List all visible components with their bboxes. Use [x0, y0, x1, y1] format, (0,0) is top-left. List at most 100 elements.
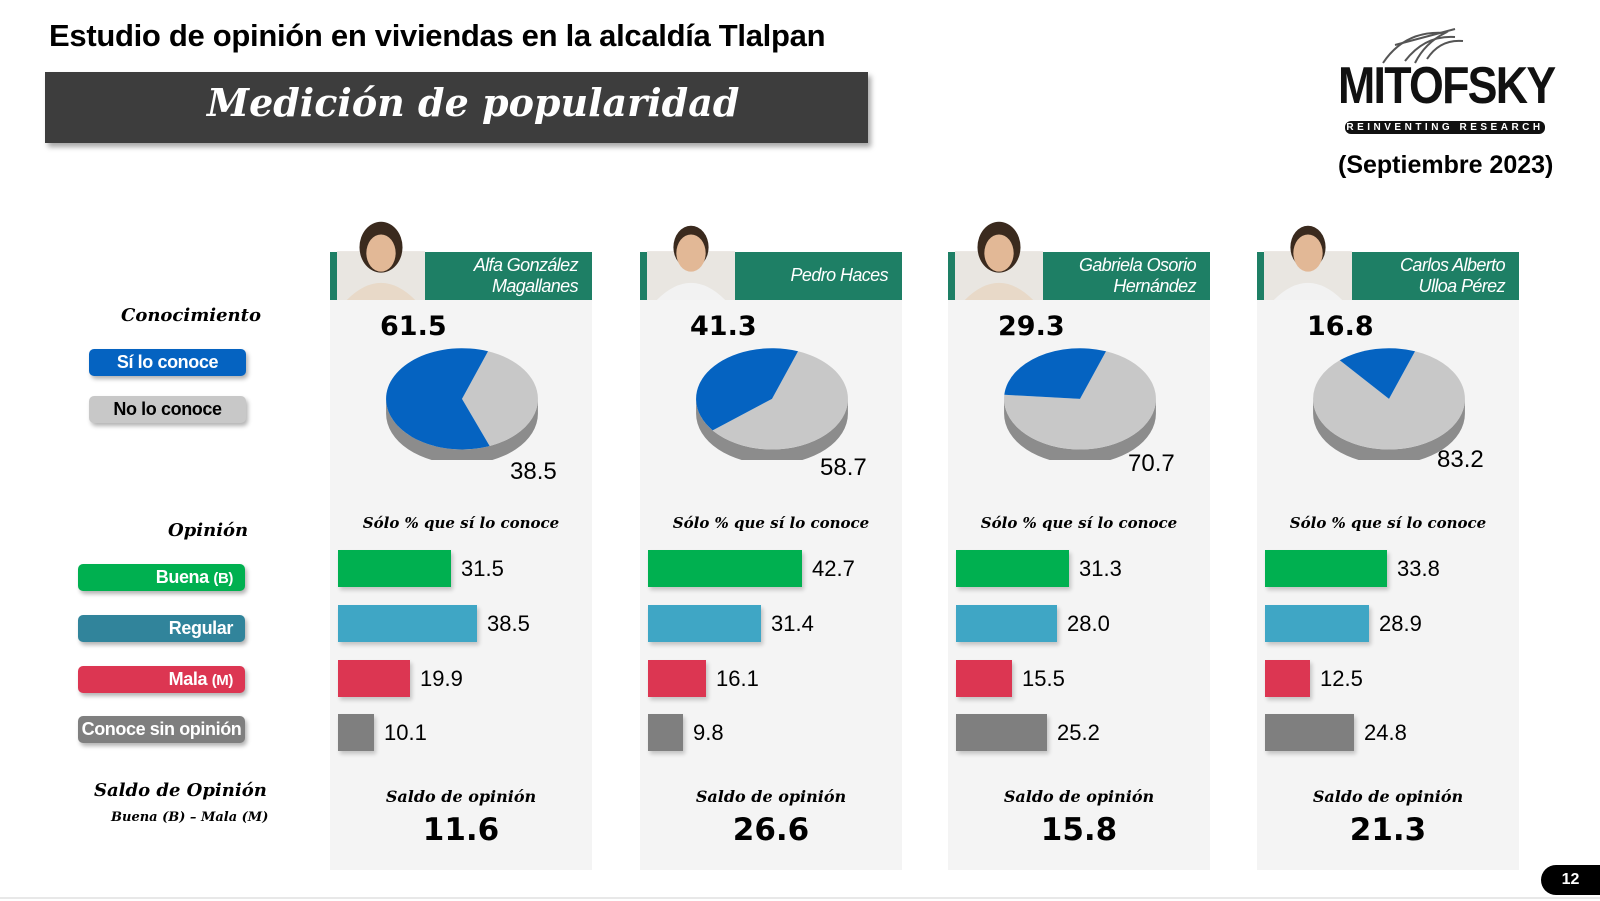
pie-label-si-conoce: 41.3 — [690, 311, 757, 342]
bar-label-regular: 38.5 — [487, 611, 530, 636]
candidate-card: Pedro Haces 41.3 58.7 Sólo % que sí lo cono… — [640, 225, 902, 870]
page-number: 12 — [1541, 865, 1600, 895]
bar-mala — [956, 660, 1012, 697]
candidate-card: Carlos Alberto Ulloa Pérez 16.8 83.2 Sólo % … — [1257, 225, 1519, 870]
saldo-title: Saldo de opinión — [695, 787, 847, 806]
no-conoce-label: No lo conoce — [113, 399, 222, 419]
bar-label-mala: 12.5 — [1320, 666, 1363, 691]
candidate-photo — [955, 221, 1043, 300]
bar-label-mala: 19.9 — [420, 666, 463, 691]
bar-regular — [648, 605, 761, 642]
bar-label-mala: 16.1 — [716, 666, 759, 691]
sin-opinion-legend: Conoce sin opinión — [78, 716, 245, 743]
candidate-name-line2: Magallanes — [491, 276, 579, 296]
bar-regular — [956, 605, 1057, 642]
sin-opinion-label: Conoce sin opinión — [81, 719, 242, 739]
bar-sin-opinion — [956, 714, 1047, 751]
pie-depth — [1004, 398, 1156, 460]
bar-label-sin-opinion: 24.8 — [1364, 720, 1407, 745]
bar-label-sin-opinion: 25.2 — [1057, 720, 1100, 745]
bar-label-mala: 15.5 — [1022, 666, 1065, 691]
pie-label-no-conoce: 83.2 — [1437, 446, 1484, 473]
bar-label-buena: 42.7 — [812, 556, 855, 581]
saldo-heading: Saldo de Opinión — [94, 780, 267, 801]
bar-sin-opinion — [338, 714, 374, 751]
logo-mark-icon — [1382, 28, 1464, 64]
candidate-name: Gabriela Osorio Hernández — [1078, 255, 1197, 297]
candidate-name-line2: Pedro Haces — [790, 265, 889, 285]
buena-tag: (B) — [213, 570, 233, 587]
footer-divider — [0, 897, 1600, 899]
pie-depth — [386, 398, 538, 460]
pie-slice-si-conoce — [386, 348, 490, 450]
mala-tag: (M) — [211, 672, 234, 689]
candidate-photo — [337, 221, 425, 300]
pie-depth — [1313, 398, 1465, 460]
si-conoce-legend: Sí lo conoce — [89, 349, 246, 376]
page-title: Estudio de opinión en viviendas en la al… — [49, 18, 826, 53]
candidate-name: Pedro Haces — [790, 265, 889, 286]
candidate-card: Alfa González Magallanes 61.5 38.5 Sólo % qu… — [330, 221, 592, 870]
bar-buena — [956, 550, 1069, 587]
saldo-value: 21.3 — [1349, 812, 1427, 848]
knowledge-pie — [1004, 348, 1156, 460]
banner-title: Medición de popularidad — [207, 80, 740, 125]
pie-slice-no-conoce — [712, 351, 848, 450]
saldo-formula: Buena (B) – Mala (M) — [111, 810, 269, 825]
bar-label-buena: 33.8 — [1397, 556, 1440, 581]
pie-slice-no-conoce — [1313, 351, 1465, 450]
pie-label-no-conoce: 58.7 — [820, 454, 867, 481]
no-conoce-legend: No lo conoce — [89, 396, 246, 423]
bar-mala — [1265, 660, 1310, 697]
pie-slice-si-conoce — [1339, 348, 1416, 399]
pie-label-no-conoce: 38.5 — [510, 458, 557, 485]
candidate-name-line2: Hernández — [1113, 276, 1196, 296]
saldo-title: Saldo de opinión — [1003, 787, 1155, 806]
knowledge-pie — [696, 348, 848, 460]
filter-note: Sólo % que sí lo conoce — [362, 514, 560, 532]
pie-slice-no-conoce — [1004, 351, 1156, 450]
bar-regular — [1265, 605, 1369, 642]
bar-regular — [338, 605, 477, 642]
mala-legend: Mala (M) — [78, 666, 245, 693]
candidate-name: Carlos Alberto Ulloa Pérez — [1400, 255, 1506, 297]
bar-label-buena: 31.3 — [1079, 556, 1122, 581]
pie-slice-no-conoce — [462, 351, 538, 446]
candidate-name-line1: Alfa González — [473, 255, 579, 275]
opinion-heading: Opinión — [168, 520, 249, 541]
saldo-title: Saldo de opinión — [385, 787, 537, 806]
regular-legend: Regular — [78, 615, 245, 642]
si-conoce-label: Sí lo conoce — [116, 352, 219, 372]
filter-note: Sólo % que sí lo conoce — [672, 514, 870, 532]
filter-note: Sólo % que sí lo conoce — [980, 514, 1178, 532]
bar-label-sin-opinion: 9.8 — [693, 720, 724, 745]
knowledge-pie — [386, 348, 538, 460]
bar-buena — [1265, 550, 1387, 587]
conocimiento-heading: Conocimiento — [121, 305, 261, 326]
brand-name: MITOFSKY — [1338, 57, 1556, 115]
candidate-card: Gabriela Osorio Hernández 29.3 70.7 Sólo % q… — [948, 221, 1210, 870]
pie-slice-si-conoce — [1004, 348, 1107, 399]
survey-date: (Septiembre 2023) — [1338, 151, 1554, 179]
mitofsky-logo — [1382, 28, 1464, 64]
pie-label-si-conoce: 61.5 — [380, 311, 447, 342]
buena-legend: Buena (B) — [78, 564, 245, 591]
candidate-name-line1: Gabriela Osorio — [1078, 255, 1197, 275]
pie-label-no-conoce: 70.7 — [1128, 450, 1175, 477]
candidate-photo — [1264, 225, 1352, 300]
filter-note: Sólo % que sí lo conoce — [1289, 514, 1487, 532]
bar-label-buena: 31.5 — [461, 556, 504, 581]
candidate-name-line1: Carlos Alberto — [1400, 255, 1506, 275]
bar-label-regular: 28.0 — [1067, 611, 1110, 636]
saldo-title: Saldo de opinión — [1312, 787, 1464, 806]
bar-mala — [338, 660, 410, 697]
saldo-value: 15.8 — [1040, 812, 1118, 848]
section-banner: Medición de popularidad — [45, 72, 868, 143]
candidate-name: Alfa González Magallanes — [473, 255, 579, 297]
mala-label: Mala — [168, 669, 208, 689]
bar-mala — [648, 660, 706, 697]
candidate-photo — [647, 225, 735, 300]
bar-label-sin-opinion: 10.1 — [384, 720, 427, 745]
knowledge-pie — [1313, 348, 1465, 460]
bar-buena — [338, 550, 451, 587]
